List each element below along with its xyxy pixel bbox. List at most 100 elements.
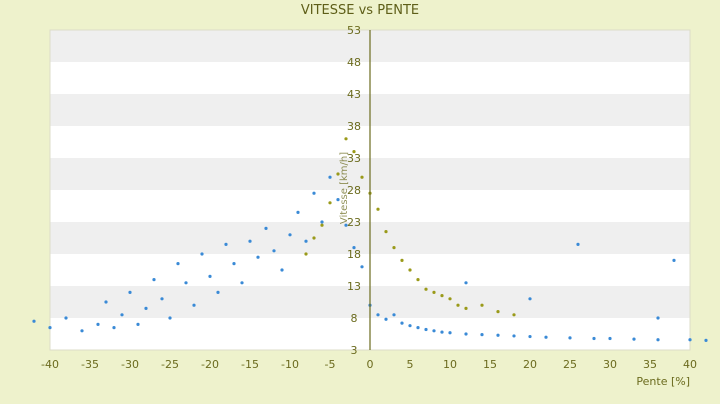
- blue-data-point: [96, 322, 100, 326]
- blue-data-point: [224, 242, 228, 246]
- olive-data-point: [384, 230, 388, 234]
- olive-data-point: [320, 223, 324, 227]
- y-tick-label: 38: [347, 120, 361, 133]
- blue-data-point: [240, 281, 244, 285]
- olive-data-point: [400, 258, 404, 262]
- blue-data-point: [128, 290, 132, 294]
- blue-data-point: [328, 175, 332, 179]
- y-tick-label: 18: [347, 248, 361, 261]
- y-tick-label: 3: [351, 344, 358, 357]
- blue-data-point: [464, 281, 468, 285]
- blue-data-point: [432, 329, 436, 333]
- olive-data-point: [512, 313, 516, 317]
- blue-data-point: [688, 338, 692, 342]
- x-tick-label: 20: [523, 358, 537, 371]
- blue-data-point: [272, 249, 276, 253]
- x-tick-label: -10: [281, 358, 299, 371]
- x-tick-label: 0: [367, 358, 374, 371]
- chart-title: VITESSE vs PENTE: [301, 3, 419, 18]
- blue-data-point: [320, 220, 324, 224]
- olive-data-point: [408, 268, 412, 272]
- x-tick-label: -20: [201, 358, 219, 371]
- olive-data-point: [424, 287, 428, 291]
- blue-data-point: [400, 321, 404, 325]
- blue-data-point: [576, 242, 580, 246]
- olive-data-point: [304, 252, 308, 256]
- blue-data-point: [336, 198, 340, 202]
- blue-data-point: [176, 262, 180, 266]
- blue-data-point: [104, 300, 108, 304]
- blue-data-point: [280, 268, 284, 272]
- blue-data-point: [656, 338, 660, 342]
- blue-data-point: [656, 316, 660, 320]
- blue-data-point: [192, 303, 196, 307]
- blue-data-point: [352, 246, 356, 250]
- blue-data-point: [376, 313, 380, 317]
- blue-data-point: [544, 335, 548, 339]
- olive-data-point: [496, 310, 500, 314]
- x-tick-label: -25: [161, 358, 179, 371]
- blue-data-point: [608, 336, 612, 341]
- blue-data-point: [200, 252, 204, 256]
- blue-data-point: [344, 223, 348, 227]
- blue-data-point: [304, 239, 308, 243]
- x-tick-label: 35: [643, 358, 657, 371]
- olive-data-point: [456, 303, 460, 307]
- olive-data-point: [344, 137, 348, 141]
- blue-data-point: [32, 319, 36, 323]
- blue-data-point: [112, 326, 116, 330]
- blue-data-point: [416, 326, 420, 330]
- blue-data-point: [208, 274, 212, 278]
- y-tick-label: 28: [347, 184, 361, 197]
- olive-data-point: [448, 297, 452, 301]
- x-tick-label: -30: [121, 358, 139, 371]
- blue-data-point: [592, 336, 596, 341]
- x-tick-label: -5: [325, 358, 336, 371]
- y-tick-label: 43: [347, 88, 361, 101]
- blue-data-point: [512, 334, 516, 338]
- blue-data-point: [184, 281, 188, 285]
- x-tick-label: 5: [407, 358, 414, 371]
- blue-data-point: [296, 210, 300, 214]
- blue-data-point: [248, 239, 252, 243]
- y-tick-label: 53: [347, 24, 361, 37]
- olive-data-point: [328, 201, 332, 205]
- blue-data-point: [632, 337, 636, 341]
- blue-data-point: [48, 326, 52, 330]
- blue-data-point: [464, 332, 468, 336]
- x-tick-label: 10: [443, 358, 457, 371]
- x-axis-title: Pente [%]: [636, 375, 690, 388]
- olive-data-point: [376, 207, 380, 211]
- blue-data-point: [440, 330, 444, 334]
- x-tick-label: -15: [241, 358, 259, 371]
- data-points: [32, 137, 708, 342]
- olive-data-point: [416, 278, 420, 282]
- olive-data-point: [352, 150, 356, 154]
- blue-data-point: [424, 327, 428, 332]
- blue-data-point: [144, 306, 148, 310]
- olive-data-point: [480, 303, 484, 307]
- blue-data-point: [64, 316, 68, 320]
- blue-data-point: [216, 290, 220, 294]
- x-tick-label: -40: [41, 358, 59, 371]
- olive-data-point: [360, 175, 364, 179]
- olive-data-point: [312, 236, 316, 240]
- blue-data-point: [704, 338, 708, 342]
- olive-data-point: [464, 306, 468, 310]
- blue-data-point: [528, 297, 532, 301]
- y-tick-label: 48: [347, 56, 361, 69]
- x-tick-labels: -40 -35 -30 -25 -20 -15 -10 -5 0 5 10 15 20 25 30 35 40: [41, 358, 697, 371]
- x-tick-label: 15: [483, 358, 497, 371]
- blue-data-point: [136, 322, 140, 326]
- olive-data-point: [440, 294, 444, 298]
- blue-data-point: [408, 324, 412, 328]
- blue-data-point: [80, 329, 84, 333]
- x-tick-label: -35: [81, 358, 99, 371]
- blue-data-point: [496, 333, 500, 337]
- x-tick-label: 30: [603, 358, 617, 371]
- y-tick-label: 23: [347, 216, 361, 229]
- blue-data-point: [168, 316, 172, 320]
